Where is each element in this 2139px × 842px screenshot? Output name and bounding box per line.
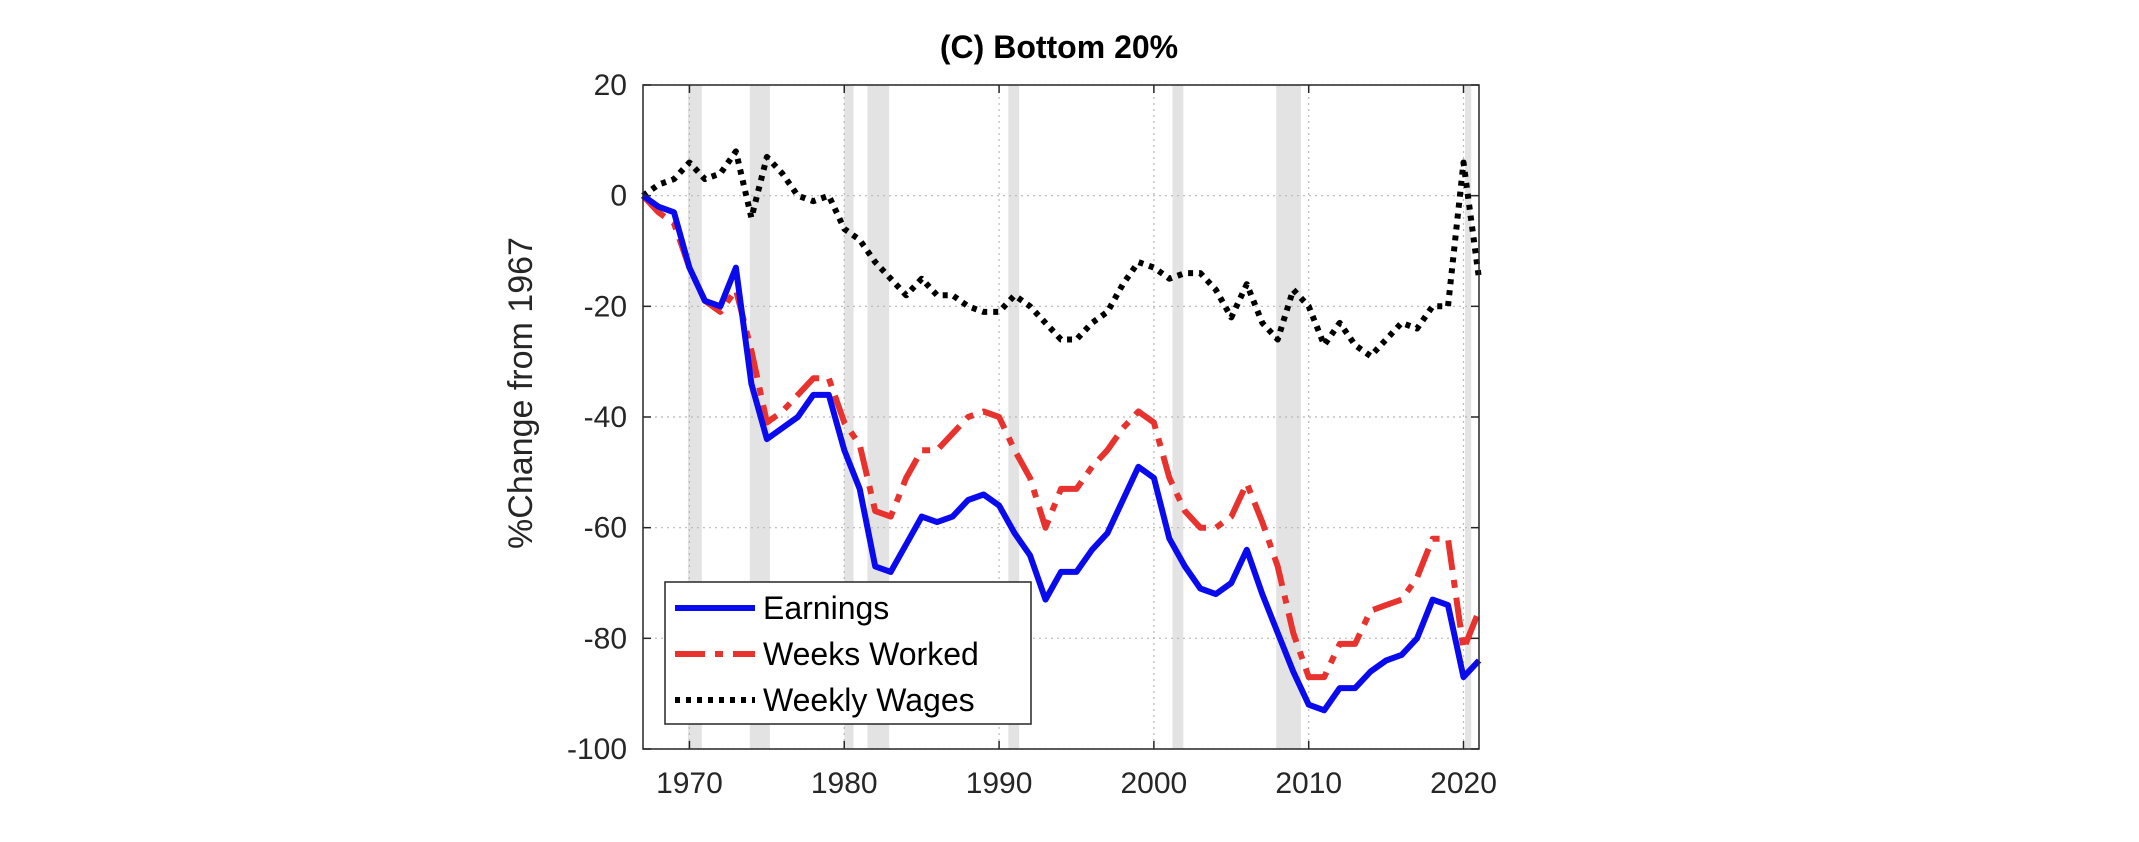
series-line-weekly-wages xyxy=(641,148,1482,360)
x-tick-label: 1970 xyxy=(656,767,723,800)
x-tick-label: 2020 xyxy=(1430,767,1497,800)
y-axis-label: %Change from 1967 xyxy=(502,237,540,549)
y-tick-label: -20 xyxy=(584,290,627,323)
series-line-weeks-worked xyxy=(640,193,1482,681)
legend: Earnings Weeks Worked Weekly Wages xyxy=(664,581,1032,725)
recession-band xyxy=(1008,85,1020,749)
x-tick-label: 2000 xyxy=(1121,767,1188,800)
recession-band xyxy=(1465,85,1472,749)
y-tick-label: -40 xyxy=(584,401,627,434)
y-tick-label: -60 xyxy=(584,512,627,545)
y-tick-label: 0 xyxy=(610,180,627,213)
legend-label: Weekly Wages xyxy=(763,682,975,718)
y-tick-label: -100 xyxy=(567,733,627,766)
legend-label: Weeks Worked xyxy=(763,636,979,672)
chart-title: (C) Bottom 20% xyxy=(940,29,1178,65)
y-axis-ticks: 20 0 -20 -40 -60 -80 -100 xyxy=(567,69,1479,766)
x-axis-ticks: 1970 1980 1990 2000 2010 2020 xyxy=(656,85,1497,800)
plot-series xyxy=(640,148,1482,714)
x-tick-label: 2010 xyxy=(1275,767,1342,800)
legend-label: Earnings xyxy=(763,590,889,626)
y-tick-label: 20 xyxy=(594,69,627,102)
x-tick-label: 1990 xyxy=(966,767,1033,800)
y-tick-label: -80 xyxy=(584,622,627,655)
series-line-earnings xyxy=(641,193,1482,714)
x-tick-label: 1980 xyxy=(811,767,878,800)
